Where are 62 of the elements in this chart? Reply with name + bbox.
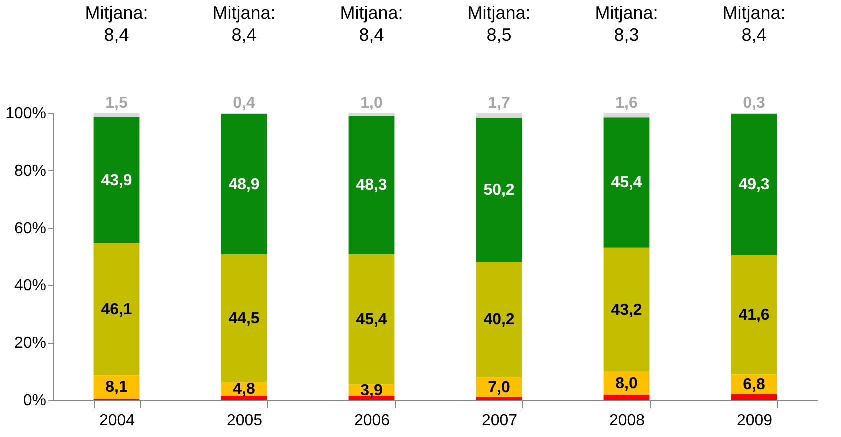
data-label: 8,1 (106, 379, 128, 396)
data-label: 6,8 (743, 376, 766, 394)
bar (476, 262, 522, 378)
x-tick-label: 2004 (99, 412, 136, 430)
bar (94, 113, 140, 118)
bar (604, 118, 650, 248)
data-label: 40,2 (484, 312, 515, 329)
x-tick-label: 2007 (482, 412, 518, 430)
bar (476, 397, 522, 400)
y-tick-label: 80% (14, 162, 46, 180)
data-label: 45,4 (611, 174, 642, 192)
data-label: 43,9 (101, 172, 132, 190)
bar (94, 243, 140, 376)
x-tick-label: 2009 (736, 412, 773, 430)
bar (221, 254, 268, 382)
data-label: 1,6 (616, 95, 638, 112)
data-label: 48,3 (356, 177, 388, 194)
bar (221, 114, 268, 254)
data-label: 46,1 (101, 301, 132, 318)
data-label: 41,6 (738, 307, 770, 324)
x-tick-label: 2008 (609, 412, 646, 430)
bar (731, 394, 778, 400)
data-label: 50,2 (484, 182, 515, 199)
bar (731, 114, 778, 256)
text: Mitjana: 8,4 (85, 3, 148, 45)
data-label: 0,3 (743, 95, 766, 112)
data-label: 8,0 (616, 375, 638, 392)
bar (348, 254, 395, 385)
data-label: 48,9 (228, 176, 260, 194)
bar (348, 116, 395, 254)
data-label: 4,8 (233, 381, 256, 398)
bar (476, 118, 522, 262)
y-tick-label: 20% (14, 335, 46, 352)
bar (348, 113, 395, 116)
data-label: 7,0 (488, 379, 510, 396)
y-tick-label: 40% (14, 278, 46, 295)
data-label: 0,4 (233, 95, 256, 112)
y-tick-label: 100% (6, 106, 46, 122)
bar (604, 394, 650, 400)
bar (604, 248, 650, 372)
data-label: 1,7 (488, 95, 510, 112)
bar (731, 255, 778, 375)
data-label: 49,3 (738, 176, 770, 194)
data-label: 1,5 (106, 95, 128, 112)
text: Mitjana: 8,4 (212, 3, 276, 45)
data-label: 3,9 (360, 382, 383, 400)
data-label: 44,5 (228, 310, 260, 328)
y-tick-label: 0% (23, 392, 46, 410)
bar (476, 113, 522, 118)
bar (94, 117, 140, 244)
text: Mitjana: 8,5 (468, 3, 531, 45)
text: Mitjana: 8,4 (340, 3, 404, 45)
bar (221, 396, 268, 400)
data-label: 45,4 (356, 312, 388, 329)
x-tick-label: 2005 (226, 412, 263, 430)
y-tick-label: 60% (14, 220, 46, 238)
text: Mitjana: 8,3 (595, 3, 658, 45)
bar (604, 113, 650, 118)
data-label: 1,0 (360, 95, 383, 112)
x-tick-label: 2006 (354, 412, 390, 430)
data-label: 43,2 (611, 302, 642, 319)
text: Mitjana: 8,4 (722, 3, 786, 45)
